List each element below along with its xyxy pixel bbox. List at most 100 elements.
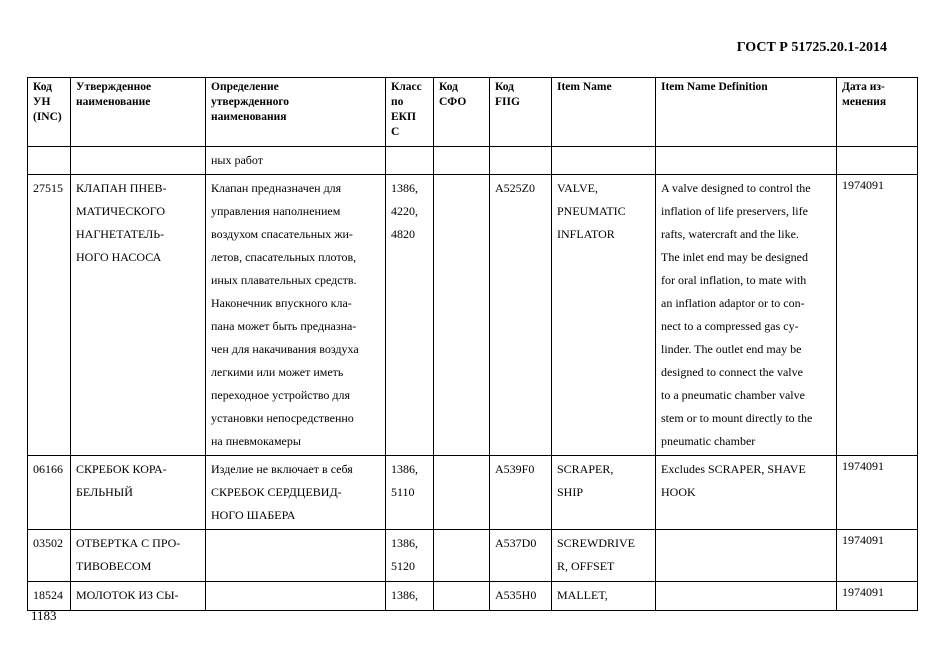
cell-sfo-code — [433, 529, 490, 582]
cell-line: МОЛОТОК ИЗ СЫ- — [76, 588, 179, 602]
cell-line: 03502 — [33, 536, 63, 550]
cell-line: ных работ — [211, 153, 264, 167]
cell-line: designed to connect the valve — [661, 365, 803, 379]
header-line: менения — [842, 96, 887, 108]
cell-line: an inflation adaptor or to con- — [661, 296, 805, 310]
cell-line: to a pneumatic chamber valve — [661, 388, 805, 402]
cell-line: ТИВОВЕСОМ — [76, 559, 152, 573]
header-line: С — [391, 126, 400, 138]
cell-line: Клапан предназначен для — [211, 181, 342, 195]
cell-fiig-code — [489, 146, 552, 175]
cell-line: 27515 — [33, 181, 63, 195]
cell-line: 5120 — [391, 559, 415, 573]
cell-line: HOOK — [661, 485, 696, 499]
cell-line: НОГО НАСОСА — [76, 250, 162, 264]
column-header-approved-name: Утвержденное наименование — [70, 77, 206, 147]
cell-line: НАГНЕТАТЕЛЬ- — [76, 227, 165, 241]
header-line: Код — [439, 81, 459, 93]
cell-line: БЕЛЬНЫЙ — [76, 485, 133, 499]
column-header-definition: Определение утвержденного наименования — [205, 77, 386, 147]
header-line: наименование — [76, 96, 151, 108]
column-header-fiig-code: Код FIIG — [489, 77, 552, 147]
table-row: ных работ — [27, 146, 918, 175]
cell-inc-code: 06166 — [27, 455, 71, 530]
cell-fiig-code: A539F0 — [489, 455, 552, 530]
table-row: 06166 СКРЕБОК КОРА- БЕЛЬНЫЙ Изделие не вклю… — [27, 455, 918, 530]
cell-approved-name: МОЛОТОК ИЗ СЫ- — [70, 581, 206, 611]
cell-line: A537D0 — [495, 536, 537, 550]
cell-definition: ных работ — [205, 146, 386, 175]
cell-line: 06166 — [33, 462, 63, 476]
cell-change-date: 1974091 — [836, 455, 918, 530]
cell-line: 1974091 — [842, 585, 884, 599]
header-row: Код УН (INC) Утвержденное наименование Опреде… — [27, 77, 918, 147]
cell-item-name-definition — [655, 146, 837, 175]
column-header-ekps-class: Класс по ЕКП С — [385, 77, 434, 147]
cell-definition: Клапан предназначен для управления наполн… — [205, 174, 386, 456]
cell-inc-code: 18524 — [27, 581, 71, 611]
cell-line: иных плавательных средств. — [211, 273, 357, 287]
cell-line: переходное устройство для — [211, 388, 351, 402]
cell-line: R, OFFSET — [557, 559, 615, 573]
cell-line: 1386, — [391, 536, 418, 550]
cell-sfo-code — [433, 581, 490, 611]
page-number: 1183 — [31, 608, 57, 623]
cell-sfo-code — [433, 146, 490, 175]
document-header: ГОСТ Р 51725.20.1-2014 — [736, 40, 887, 55]
data-table: Код УН (INC) Утвержденное наименование Опреде… — [27, 77, 918, 611]
cell-line: на пневмокамеры — [211, 434, 301, 448]
cell-ekps-class: 1386, 5110 — [385, 455, 434, 530]
cell-line: 4820 — [391, 227, 415, 241]
cell-line: linder. The outlet end may be — [661, 342, 802, 356]
cell-inc-code: 27515 — [27, 174, 71, 456]
cell-line: Наконечник впускного кла- — [211, 296, 352, 310]
cell-line: SHIP — [557, 485, 584, 499]
cell-line: 1974091 — [842, 178, 884, 192]
cell-sfo-code — [433, 174, 490, 456]
cell-change-date: 1974091 — [836, 581, 918, 611]
cell-line: MALLET, — [557, 588, 608, 602]
header-line: утвержденного — [211, 96, 290, 108]
cell-approved-name: КЛАПАН ПНЕВ- МАТИЧЕСКОГО НАГНЕТАТЕЛЬ- НОГО … — [70, 174, 206, 456]
cell-line: 18524 — [33, 588, 63, 602]
header-line: УН — [33, 96, 51, 108]
cell-line: 4220, — [391, 204, 418, 218]
cell-item-name: SCRAPER, SHIP — [551, 455, 656, 530]
header-line: СФО — [439, 96, 467, 108]
cell-ekps-class: 1386, — [385, 581, 434, 611]
cell-item-name-definition: Excludes SCRAPER, SHAVE HOOK — [655, 455, 837, 530]
column-header-item-name-definition: Item Name Definition — [655, 77, 837, 147]
header-line: Утвержденное — [76, 81, 152, 93]
cell-line: воздухом спасательных жи- — [211, 227, 353, 241]
cell-line: A525Z0 — [495, 181, 535, 195]
cell-item-name-definition — [655, 529, 837, 582]
cell-approved-name: СКРЕБОК КОРА- БЕЛЬНЫЙ — [70, 455, 206, 530]
cell-approved-name — [70, 146, 206, 175]
cell-fiig-code: A525Z0 — [489, 174, 552, 456]
column-header-inc-code: Код УН (INC) — [27, 77, 71, 147]
header-line: Код — [33, 81, 53, 93]
cell-line: легкими или может иметь — [211, 365, 344, 379]
cell-line: 1974091 — [842, 533, 884, 547]
header-line: (INC) — [33, 111, 62, 123]
cell-approved-name: ОТВЕРТКА С ПРО- ТИВОВЕСОМ — [70, 529, 206, 582]
cell-line: пана может быть предназна- — [211, 319, 357, 333]
cell-line: управления наполнением — [211, 204, 341, 218]
header-line: Код — [495, 81, 515, 93]
cell-line: установки непосредственно — [211, 411, 354, 425]
cell-sfo-code — [433, 455, 490, 530]
cell-line: ОТВЕРТКА С ПРО- — [76, 536, 181, 550]
cell-line: INFLATOR — [557, 227, 615, 241]
cell-change-date: 1974091 — [836, 174, 918, 456]
cell-line: НОГО ШАБЕРА — [211, 508, 296, 522]
cell-ekps-class: 1386, 5120 — [385, 529, 434, 582]
cell-line: 1386, — [391, 462, 418, 476]
cell-line: pneumatic chamber — [661, 434, 756, 448]
column-header-sfo-code: Код СФО — [433, 77, 490, 147]
cell-line: A539F0 — [495, 462, 535, 476]
table-row: 03502 ОТВЕРТКА С ПРО- ТИВОВЕСОМ 1386, 5120 A5… — [27, 529, 918, 582]
cell-fiig-code: A535H0 — [489, 581, 552, 611]
table-row: 18524 МОЛОТОК ИЗ СЫ- 1386, A535H0 MALLET, 197… — [27, 581, 918, 611]
cell-fiig-code: A537D0 — [489, 529, 552, 582]
cell-line: stem or to mount directly to the — [661, 411, 813, 425]
